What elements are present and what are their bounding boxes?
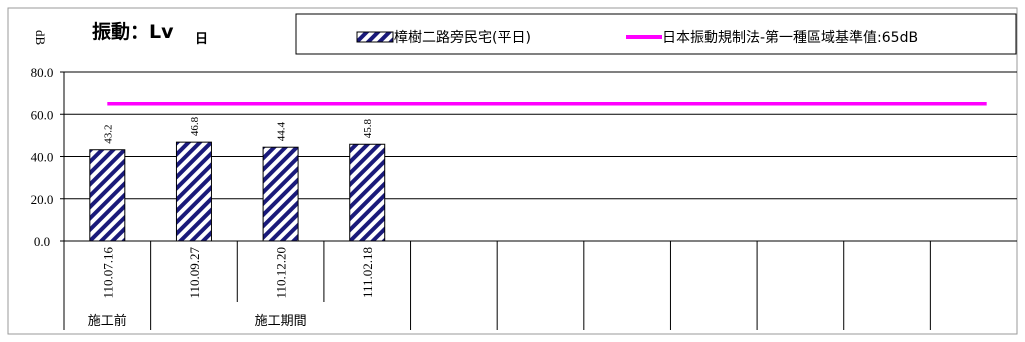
- x-group-label: 施工前: [88, 313, 127, 329]
- legend-box: [295, 13, 1017, 55]
- y-axis-ticks: 0.0 20.0 40.0 60.0 80.0: [31, 65, 65, 249]
- bars: [89, 141, 386, 242]
- x-category-label: 110.12.20: [274, 247, 289, 299]
- x-category-label: 110.09.27: [187, 247, 202, 299]
- bar-data-label: 46.8: [189, 116, 201, 136]
- y-tick-label: 20.0: [31, 192, 54, 207]
- y-tick-label: 40.0: [31, 150, 54, 165]
- chart-title-subscript: 日: [195, 32, 208, 47]
- bar: [349, 143, 386, 242]
- legend-line-label: 日本振動規制法-第一種區域基準值:65dB: [662, 29, 918, 46]
- chart-frame: [7, 7, 1018, 335]
- y-tick-label: 0.0: [34, 234, 50, 249]
- y-axis-unit: dB: [33, 30, 48, 46]
- bar-data-label: 45.8: [362, 118, 374, 138]
- legend-bar-label: 樟樹二路旁民宅(平日): [394, 29, 531, 46]
- bar-data-label: 43.2: [102, 124, 114, 143]
- chart-title: 振動：Lv: [92, 20, 174, 43]
- y-tick-label: 60.0: [31, 107, 54, 122]
- x-group-label: 施工期間: [255, 314, 307, 329]
- x-axis: 110.07.16 110.09.27 110.12.20 111.02.18 施工前 施…: [63, 240, 1017, 330]
- x-category-label: 111.02.18: [360, 247, 375, 298]
- bar: [89, 149, 126, 242]
- y-tick-label: 80.0: [31, 65, 54, 80]
- bar: [175, 141, 212, 242]
- data-labels: 43.2 46.8 44.4 45.8: [102, 116, 374, 143]
- legend-bar-swatch: [356, 31, 394, 43]
- bar: [262, 146, 299, 242]
- x-category-label: 110.07.16: [100, 247, 115, 299]
- bar-data-label: 44.4: [276, 121, 288, 141]
